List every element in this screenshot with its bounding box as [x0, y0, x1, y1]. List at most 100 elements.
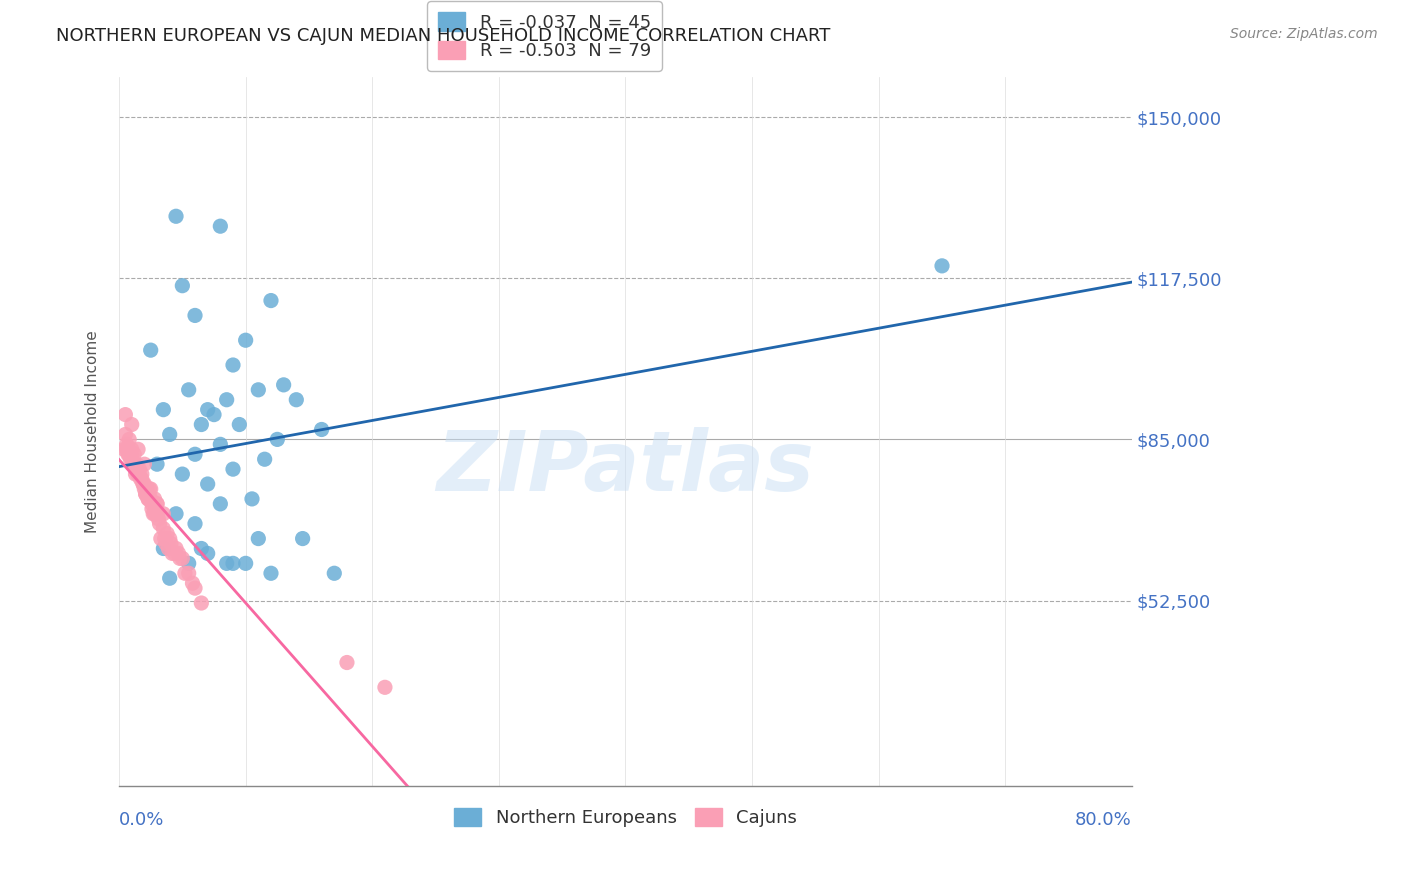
- Point: [136, 491, 159, 506]
- Text: ZIPatlas: ZIPatlas: [436, 427, 814, 508]
- Point: [136, 491, 159, 506]
- Point: [222, 358, 245, 372]
- Point: [190, 596, 212, 610]
- Point: [159, 427, 181, 442]
- Point: [235, 333, 257, 347]
- Point: [336, 656, 359, 670]
- Point: [129, 472, 152, 486]
- Point: [202, 408, 225, 422]
- Point: [121, 442, 143, 457]
- Point: [131, 472, 153, 486]
- Point: [143, 491, 166, 506]
- Point: [114, 408, 136, 422]
- Point: [323, 566, 346, 581]
- Point: [135, 487, 157, 501]
- Point: [240, 491, 263, 506]
- Point: [247, 532, 270, 546]
- Point: [222, 557, 245, 571]
- Point: [114, 427, 136, 442]
- Point: [139, 491, 162, 506]
- Point: [134, 457, 156, 471]
- Point: [184, 309, 207, 323]
- Point: [172, 551, 194, 566]
- Point: [152, 507, 174, 521]
- Point: [115, 442, 138, 457]
- Text: NORTHERN EUROPEAN VS CAJUN MEDIAN HOUSEHOLD INCOME CORRELATION CHART: NORTHERN EUROPEAN VS CAJUN MEDIAN HOUSEH…: [56, 27, 831, 45]
- Point: [112, 442, 135, 457]
- Point: [122, 447, 145, 461]
- Point: [132, 477, 155, 491]
- Point: [121, 417, 143, 432]
- Point: [125, 462, 148, 476]
- Point: [163, 546, 186, 560]
- Point: [146, 497, 169, 511]
- Point: [142, 507, 165, 521]
- Point: [197, 402, 219, 417]
- Point: [118, 447, 141, 461]
- Point: [138, 491, 160, 506]
- Point: [172, 467, 194, 482]
- Point: [124, 462, 146, 476]
- Point: [125, 457, 148, 471]
- Point: [131, 467, 153, 482]
- Point: [374, 681, 396, 695]
- Point: [149, 532, 172, 546]
- Point: [152, 541, 174, 556]
- Point: [122, 457, 145, 471]
- Point: [138, 482, 160, 496]
- Point: [146, 497, 169, 511]
- Point: [148, 516, 170, 531]
- Point: [122, 457, 145, 471]
- Point: [197, 477, 219, 491]
- Point: [146, 507, 169, 521]
- Point: [139, 482, 162, 496]
- Y-axis label: Median Household Income: Median Household Income: [86, 331, 100, 533]
- Point: [157, 541, 180, 556]
- Point: [153, 532, 176, 546]
- Point: [165, 209, 187, 223]
- Text: Source: ZipAtlas.com: Source: ZipAtlas.com: [1230, 27, 1378, 41]
- Point: [117, 442, 139, 457]
- Point: [160, 546, 183, 560]
- Point: [121, 452, 143, 467]
- Point: [141, 501, 163, 516]
- Point: [184, 516, 207, 531]
- Point: [127, 467, 149, 482]
- Point: [127, 442, 149, 457]
- Point: [273, 377, 295, 392]
- Point: [209, 219, 232, 234]
- Point: [148, 512, 170, 526]
- Point: [173, 566, 195, 581]
- Point: [145, 501, 167, 516]
- Point: [184, 581, 207, 595]
- Point: [266, 433, 288, 447]
- Point: [143, 507, 166, 521]
- Point: [165, 541, 187, 556]
- Point: [128, 467, 150, 482]
- Point: [135, 487, 157, 501]
- Point: [247, 383, 270, 397]
- Point: [181, 576, 204, 591]
- Point: [160, 536, 183, 550]
- Point: [311, 422, 333, 436]
- Point: [139, 343, 162, 358]
- Text: 0.0%: 0.0%: [120, 811, 165, 830]
- Point: [141, 497, 163, 511]
- Point: [215, 392, 238, 407]
- Point: [159, 571, 181, 585]
- Point: [165, 507, 187, 521]
- Point: [132, 477, 155, 491]
- Point: [197, 546, 219, 560]
- Legend: Northern Europeans, Cajuns: Northern Europeans, Cajuns: [447, 800, 804, 834]
- Point: [177, 383, 200, 397]
- Point: [169, 551, 191, 566]
- Point: [156, 526, 179, 541]
- Point: [172, 278, 194, 293]
- Point: [215, 557, 238, 571]
- Point: [228, 417, 250, 432]
- Point: [209, 437, 232, 451]
- Point: [152, 402, 174, 417]
- Point: [291, 532, 314, 546]
- Point: [118, 433, 141, 447]
- Point: [209, 497, 232, 511]
